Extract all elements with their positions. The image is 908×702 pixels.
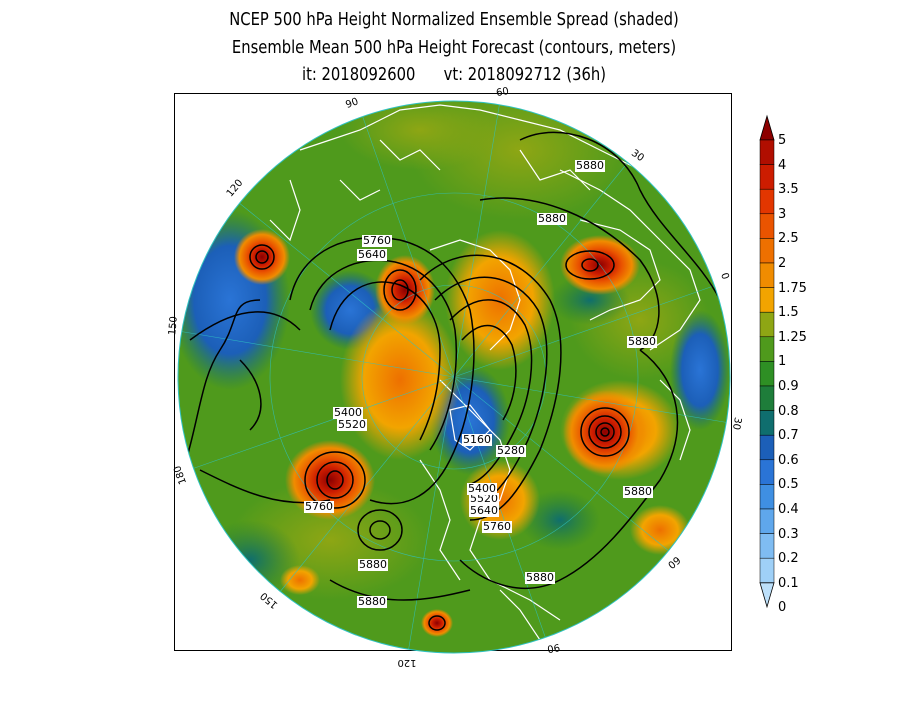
svg-text:5880: 5880 [576,159,604,172]
meridian-label: 90 [344,96,360,111]
colorbar-label: 1.75 [778,280,807,296]
svg-text:5400: 5400 [334,406,362,419]
contour-label: 5880 [575,159,605,172]
colorbar-swatch [759,238,775,264]
colorbar-label: 0.1 [778,575,799,591]
contour-label: 5880 [537,212,567,225]
colorbar-top-arrow [759,114,775,141]
colorbar-label: 4 [778,157,787,173]
colorbar-swatch [759,459,775,485]
contour-label: 5160 [462,433,492,446]
contour-label: 5520 [469,492,499,505]
colorbar-swatch [759,484,775,510]
svg-text:5400: 5400 [468,482,496,495]
colorbar-label: 1.5 [778,305,799,321]
svg-text:5880: 5880 [526,571,554,584]
colorbar-swatch [759,434,775,461]
contour-label: 5880 [623,485,653,498]
colorbar-label: 3.5 [778,182,799,198]
svg-text:5160: 5160 [463,433,491,446]
colorbar-swatch [759,139,775,165]
svg-text:5640: 5640 [358,248,386,261]
colorbar-label: 0.3 [778,526,799,542]
contour-label: 5760 [482,520,512,533]
meridian-label: 150 [167,316,180,336]
svg-text:5880: 5880 [628,335,656,348]
contour-label: 5400 [467,482,497,495]
contour-label: 5520 [337,418,367,431]
colorbar-swatches [759,114,775,609]
colorbar-label: 1.25 [778,329,807,345]
contour-labels: 5880 5880 5880 5880 5880 5880 5880 5760 5760 5760… [304,159,657,608]
colorbar-swatch [759,533,775,559]
contour-label: 5760 [362,234,392,247]
svg-text:5760: 5760 [483,520,511,533]
height-contours [179,131,721,631]
colorbar-label: 0 [778,600,787,616]
colorbar-label: 2 [778,256,787,271]
contour-label: 5880 [357,595,387,608]
colorbar-label: 1 [778,354,787,370]
contour-label: 5640 [469,504,499,517]
contour-label: 5880 [525,571,555,584]
meridian-label: 30 [730,416,743,430]
svg-text:5880: 5880 [358,595,386,608]
colorbar-label: 0.9 [778,379,799,394]
colorbar-swatch [759,361,775,387]
contour-label: 5760 [304,500,334,513]
svg-text:5880: 5880 [624,485,652,498]
svg-text:5520: 5520 [470,492,498,505]
colorbar-swatch [759,188,775,215]
contour-label: 5880 [358,558,388,571]
colorbar-swatch [759,508,775,534]
svg-text:5280: 5280 [497,444,525,457]
meridian-label: 0 [718,271,730,280]
contour-label: 5280 [496,444,526,457]
colorbar-label: 0.5 [778,477,799,493]
svg-text:5880: 5880 [359,558,387,571]
meridian-label: 60 [495,86,509,99]
colorbar-label: 0.4 [778,502,799,517]
contour-label: 5880 [627,335,657,348]
colorbar-swatch [759,336,775,362]
title-line-1: NCEP 500 hPa Height Normalized Ensemble … [229,9,679,30]
map-boundary [177,100,731,654]
colorbar-label: 2.5 [778,231,799,247]
svg-text:5520: 5520 [338,418,366,431]
colorbar-label: 0.2 [778,551,799,567]
colorbar-swatch [759,385,775,411]
colorbar-swatch [759,287,775,313]
title-line-3: it: 2018092600 vt: 2018092712 (36h) [301,64,607,85]
colorbar-label: 5 [778,133,787,148]
svg-text:5640: 5640 [470,504,498,517]
svg-text:5760: 5760 [305,500,333,513]
colorbar-swatch [759,262,775,288]
meridian-label: 120 [397,657,416,668]
colorbar-swatch [759,213,775,239]
colorbar-swatch [759,557,775,584]
contour-label: 5640 [357,248,387,261]
colorbar-label: 3 [778,206,787,222]
colorbar-swatch [759,164,775,190]
svg-text:5760: 5760 [363,234,391,247]
colorbar-label: 0.8 [778,403,799,419]
contour-label: 5400 [333,406,363,419]
colorbar-label: 0.6 [778,452,799,468]
title-line-2: Ensemble Mean 500 hPa Height Forecast (c… [231,37,677,58]
colorbar-swatch [759,311,775,338]
meridian-label: 90 [546,641,560,654]
svg-text:5880: 5880 [538,212,566,225]
colorbar-swatch [759,410,775,436]
colorbar-label: 0.7 [778,428,799,444]
colorbar-bottom-arrow [759,582,775,609]
